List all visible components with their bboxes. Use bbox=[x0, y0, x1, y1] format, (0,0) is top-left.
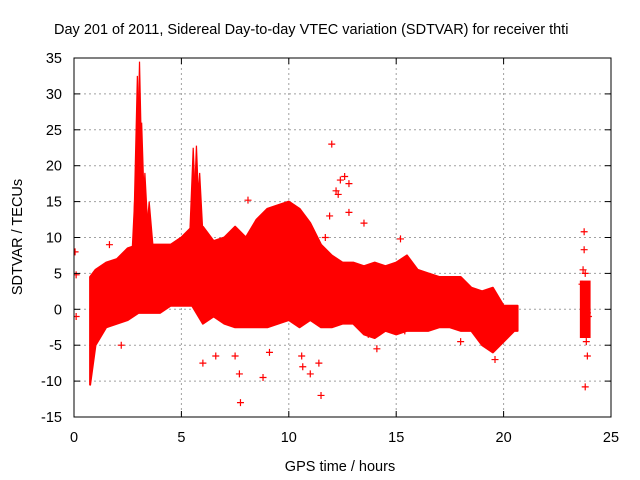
data-point bbox=[332, 187, 340, 195]
data-point bbox=[244, 196, 252, 204]
data-point bbox=[298, 352, 306, 360]
data-point bbox=[231, 352, 239, 360]
data-point bbox=[326, 212, 334, 220]
y-tick-label: 15 bbox=[46, 195, 62, 211]
x-tick-label: 15 bbox=[388, 430, 404, 446]
chart-title: Day 201 of 2011, Sidereal Day-to-day VTE… bbox=[54, 22, 568, 38]
data-point bbox=[235, 370, 243, 378]
x-tick-label: 10 bbox=[281, 430, 297, 446]
data-point bbox=[299, 363, 307, 371]
data-point bbox=[580, 246, 588, 254]
data-point bbox=[396, 235, 404, 243]
x-axis-label: GPS time / hours bbox=[285, 459, 395, 475]
data-point bbox=[74, 271, 80, 279]
data-point bbox=[306, 370, 314, 378]
x-tick-label: 0 bbox=[70, 430, 78, 446]
data-point bbox=[74, 312, 80, 320]
data-point bbox=[373, 345, 381, 353]
data-point bbox=[236, 399, 244, 407]
data-point bbox=[199, 359, 207, 367]
y-tick-label: 30 bbox=[46, 87, 62, 103]
data-point bbox=[579, 266, 587, 274]
data-point bbox=[582, 338, 590, 346]
data-point bbox=[334, 190, 342, 198]
y-tick-label: 35 bbox=[46, 51, 62, 67]
x-tick-label: 25 bbox=[603, 430, 619, 446]
data-point bbox=[401, 327, 409, 335]
data-point bbox=[580, 228, 588, 236]
y-axis-label: SDTVAR / TECUs bbox=[10, 179, 26, 295]
data-spike bbox=[144, 201, 154, 249]
y-tick-label: 0 bbox=[54, 302, 62, 318]
data-point bbox=[265, 348, 273, 356]
data-spike bbox=[131, 165, 141, 249]
data-series bbox=[74, 61, 592, 407]
data-point bbox=[364, 330, 372, 338]
data-point bbox=[581, 269, 589, 277]
data-point bbox=[360, 219, 368, 227]
y-tick-label: 10 bbox=[46, 231, 62, 247]
data-point bbox=[259, 374, 267, 382]
late-cluster bbox=[579, 280, 591, 339]
data-point bbox=[336, 176, 344, 184]
y-tick-label: 5 bbox=[54, 266, 62, 282]
data-point bbox=[578, 280, 586, 288]
axis-ticks: 0 5 10 15 20 25 -15 -10 -5 0 5 10 15 20 25 30 35 bbox=[41, 51, 619, 446]
y-tick-label: 20 bbox=[46, 159, 62, 175]
data-point bbox=[581, 383, 589, 391]
x-tick-label: 5 bbox=[177, 430, 185, 446]
data-point bbox=[117, 341, 125, 349]
x-tick-label: 20 bbox=[496, 430, 512, 446]
data-point bbox=[317, 391, 325, 399]
data-point bbox=[328, 140, 336, 148]
data-point bbox=[345, 208, 353, 216]
data-point bbox=[315, 359, 323, 367]
y-tick-label: 25 bbox=[46, 123, 62, 139]
data-point bbox=[584, 312, 592, 320]
y-tick-label: -10 bbox=[41, 374, 62, 390]
data-point bbox=[583, 352, 591, 360]
data-point bbox=[491, 356, 499, 364]
data-spike bbox=[195, 172, 205, 249]
data-point bbox=[341, 172, 349, 180]
data-point bbox=[457, 338, 465, 346]
grid bbox=[74, 58, 611, 417]
data-envelope bbox=[89, 200, 519, 386]
data-point bbox=[212, 352, 220, 360]
data-point bbox=[345, 180, 353, 188]
y-tick-label: -15 bbox=[41, 410, 62, 426]
y-tick-label: -5 bbox=[49, 338, 62, 354]
data-point bbox=[105, 241, 113, 249]
data-point bbox=[74, 248, 79, 256]
data-point bbox=[321, 234, 329, 241]
data-point bbox=[583, 309, 591, 317]
data-point bbox=[581, 295, 589, 303]
